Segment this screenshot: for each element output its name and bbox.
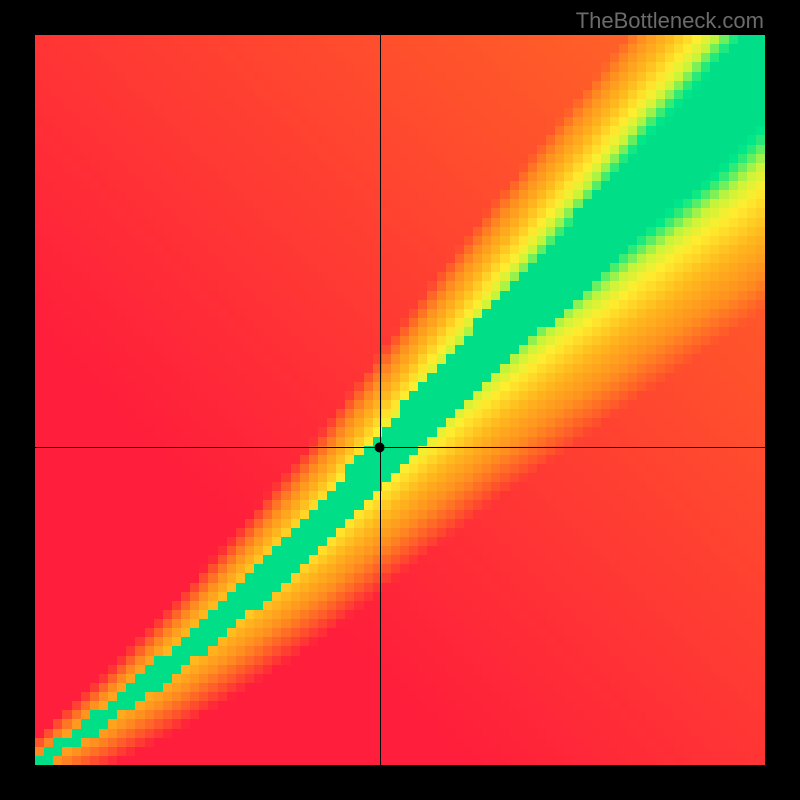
chart-container: TheBottleneck.com xyxy=(0,0,800,800)
bottleneck-heatmap xyxy=(0,0,800,800)
watermark-text: TheBottleneck.com xyxy=(576,8,764,34)
